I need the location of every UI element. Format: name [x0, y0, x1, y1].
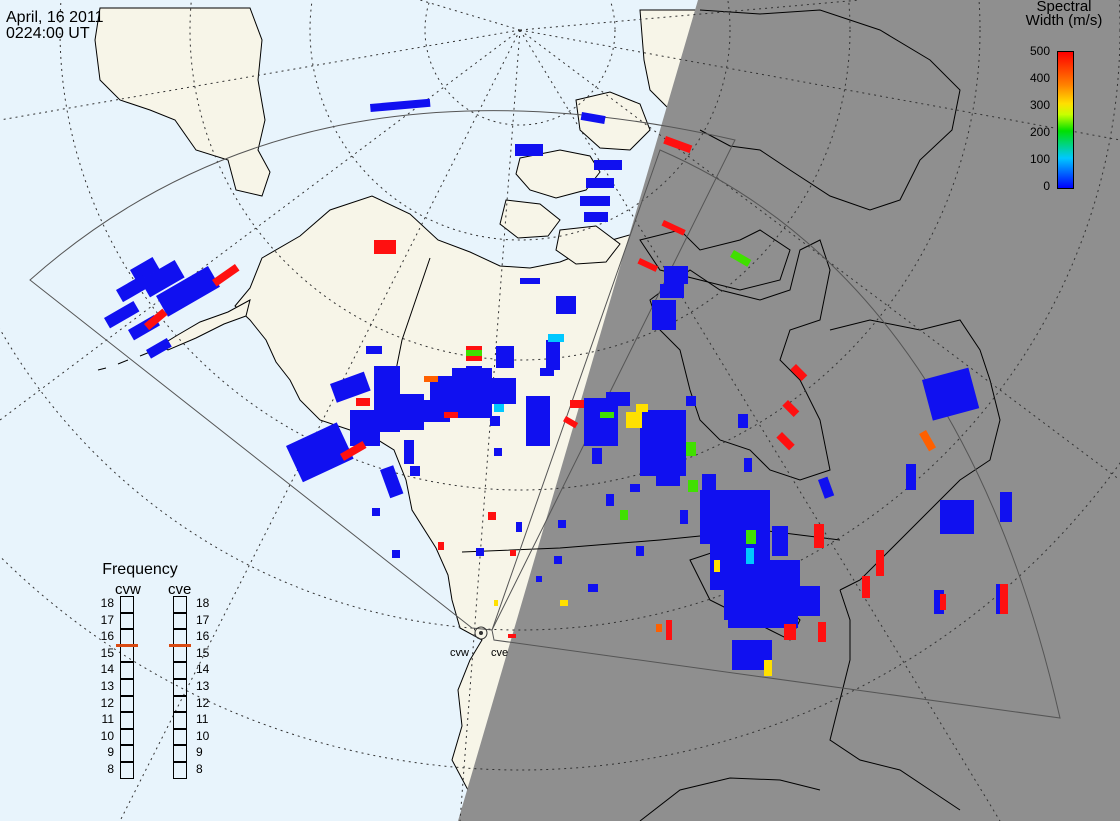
frequency-scale-cell — [173, 745, 187, 762]
frequency-title: Frequency — [102, 561, 178, 578]
frequency-scale-cell — [173, 612, 187, 630]
gulf-coast — [639, 777, 821, 821]
frequency-scale-label-left: 18 — [100, 596, 114, 610]
colorbar-tick-400: 400 — [1029, 71, 1050, 85]
colorbar-tick-200: 200 — [1029, 125, 1050, 139]
frequency-radar-cve-label: cve — [168, 581, 192, 598]
cvw-site-center — [479, 631, 483, 635]
frequency-scale-cell — [120, 612, 134, 630]
map-time: 0224:00 UT — [6, 25, 90, 42]
frequency-scale-label-left: 16 — [100, 629, 114, 644]
frequency-scale-cell — [173, 679, 187, 696]
cve-fov — [491, 149, 1061, 719]
frequency-scale-cell — [120, 679, 134, 696]
frequency-scale-label-right: 12 — [196, 695, 210, 710]
site-label-cvw: cvw — [450, 647, 469, 659]
colorbar-tick-0: 0 — [1043, 179, 1050, 193]
site-label-cve: cve — [491, 647, 509, 659]
frequency-scale-cell — [120, 629, 134, 646]
radar-echoes-mid-width — [424, 250, 936, 676]
frequency-radar-cvw-label: cvw — [115, 581, 141, 598]
frequency-scale-cell — [120, 645, 134, 663]
frequency-scale-label-right: 11 — [196, 712, 209, 727]
frequency-marker-cve — [169, 644, 191, 648]
frequency-scale-label-right: 14 — [196, 662, 210, 677]
frequency-scale-cell — [173, 596, 187, 613]
frequency-scale-label-left: 13 — [100, 679, 114, 693]
frequency-scale-cell — [173, 695, 187, 713]
frequency-scale-label-right: 13 — [196, 679, 210, 693]
arctic-island-2 — [499, 199, 561, 239]
siberia-landmass — [94, 7, 271, 197]
arctic-island-1 — [515, 149, 601, 199]
greenland-night-coast — [699, 9, 961, 211]
colorbar-gradient — [1057, 51, 1074, 189]
radar-echoes-high-width — [143, 136, 1008, 642]
frequency-scale-cell — [120, 728, 134, 746]
frequency-scale-cell — [173, 645, 187, 663]
us-east-coast — [829, 589, 961, 811]
map-date: April, 16 2011 — [6, 9, 104, 26]
colorbar-title-line1: Spectral — [1036, 0, 1092, 15]
frequency-scale-cell — [120, 762, 134, 779]
frequency-scale-cell — [120, 745, 134, 762]
frequency-scale-cell — [173, 728, 187, 746]
cvw-site-marker — [474, 626, 488, 640]
frequency-scale-label-left: 10 — [100, 728, 114, 743]
frequency-scale-cell — [173, 629, 187, 646]
hudson-bay-coast — [649, 239, 831, 481]
frequency-scale-cell — [120, 662, 134, 679]
frequency-scale-label-right: 8 — [196, 762, 203, 776]
cvw-fov — [29, 110, 736, 631]
frequency-scale-label-right: 16 — [196, 629, 210, 644]
frequency-scale-label-right: 9 — [196, 745, 203, 760]
radar-site-markers — [474, 626, 488, 640]
frequency-marker-cvw — [116, 644, 138, 648]
colorbar-tick-500: 500 — [1029, 44, 1050, 58]
radar-fov-outlines — [29, 110, 1061, 719]
colorbar-title-line2: Width (m/s) — [1025, 12, 1103, 29]
frequency-scale-cell — [120, 712, 134, 729]
frequency-scale-label-right: 17 — [196, 612, 210, 627]
frequency-scale-cell — [173, 762, 187, 779]
radar-echoes-low-width — [104, 98, 1012, 670]
frequency-scale-cell — [173, 712, 187, 729]
frequency-scale-label-left: 14 — [100, 662, 114, 677]
frequency-scale-label-left: 8 — [107, 762, 114, 776]
frequency-scale-label-left: 9 — [107, 745, 114, 760]
frequency-scale-label-left: 11 — [101, 712, 114, 727]
frequency-scale-label-left: 12 — [100, 695, 114, 710]
colorbar-tick-100: 100 — [1029, 152, 1050, 166]
colorbar-title: Spectral Width (m/s) — [1008, 0, 1120, 28]
frequency-scale-cell — [120, 695, 134, 713]
frequency-scale-label-left: 17 — [100, 612, 114, 627]
arctic-island-3 — [575, 91, 651, 151]
frequency-scale-label-left: 15 — [100, 645, 114, 660]
frequency-scale-label-right: 10 — [196, 728, 210, 743]
labrador-coast — [829, 319, 1001, 591]
frequency-scale-cell — [120, 596, 134, 613]
colorbar-tick-300: 300 — [1029, 98, 1050, 112]
frequency-scale-label-right: 18 — [196, 596, 210, 610]
frequency-scale-cell — [173, 662, 187, 679]
frequency-scale-label-right: 15 — [196, 645, 210, 660]
